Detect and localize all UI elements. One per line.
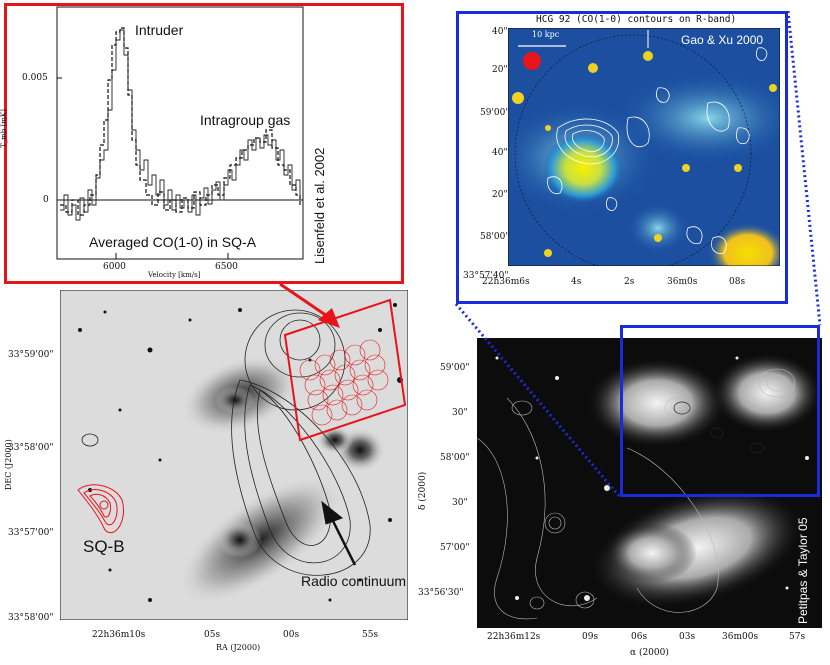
- spectrum-panel: [4, 3, 404, 284]
- optical-dec-tick-1: 33°59'00": [8, 350, 54, 360]
- co-map-credit: Gao & Xu 2000: [681, 33, 764, 47]
- spectrum-dashed-line: [60, 27, 301, 216]
- co-ra-tick-2: 4s: [571, 277, 582, 287]
- xray-ra-tick-2: 09s: [582, 632, 599, 642]
- optical-ra-tick-1: 22h36m10s: [92, 630, 146, 640]
- xray-ra-tick-5: 36m00s: [722, 632, 759, 642]
- spectrum-ytick-top: 0.005: [22, 73, 48, 83]
- spectrum-xtick-6000: 6000: [103, 262, 126, 272]
- label-intruder: Intruder: [135, 22, 184, 38]
- co-region-box: [620, 325, 820, 497]
- xray-dec-tick-4: 30": [452, 498, 468, 508]
- xray-dec-tick-2: 30": [452, 408, 468, 418]
- co-map-scale-bar: 10 kpc: [532, 30, 560, 39]
- xray-dec-label: δ (2000): [418, 471, 428, 510]
- xray-ra-tick-1: 22h36m12s: [487, 632, 541, 642]
- label-sq-b: SQ-B: [83, 537, 125, 556]
- optical-ra-tick-4: 55s: [362, 630, 379, 640]
- xray-dec-tick-6: 33°56'30": [418, 588, 464, 598]
- optical-dec-tick-2: 33°58'00": [8, 443, 54, 453]
- xray-ra-tick-6: 57s: [789, 632, 806, 642]
- co-dec-tick-7: 33°57'40": [463, 271, 509, 281]
- co-dec-tick-6: 58'00": [480, 232, 510, 242]
- xray-dec-tick-5: 57'00": [440, 543, 470, 553]
- xray-ra-tick-3: 06s: [631, 632, 648, 642]
- co-dec-tick-2: 20": [492, 65, 508, 75]
- radio-arrow: [321, 500, 357, 566]
- co-dec-tick-5: 20": [492, 190, 508, 200]
- co-dec-tick-1: 40": [492, 27, 508, 37]
- beam-marker: [523, 52, 541, 70]
- co-ra-tick-3: 2s: [624, 277, 635, 287]
- co-dec-tick-3: 59'00": [480, 108, 510, 118]
- spectrum-plot: [56, 6, 304, 260]
- xray-ra-tick-4: 03s: [679, 632, 696, 642]
- co-ra-tick-5: 08s: [729, 277, 746, 287]
- optical-dec-tick-4: 33°58'00": [8, 613, 54, 623]
- label-intragroup-gas: Intragroup gas: [200, 112, 291, 128]
- optical-dec-tick-3: 33°57'00": [8, 528, 54, 538]
- xray-credit: Petitpas & Taylor 05: [796, 517, 810, 624]
- spectrum-frame: [56, 6, 304, 260]
- spectrum-ytick-zero: 0: [43, 195, 49, 205]
- xray-image: [477, 338, 822, 628]
- co-map-image: [508, 28, 780, 266]
- xray-dec-tick-1: 59'00": [440, 363, 470, 373]
- spectrum-xlabel: Velocity [km/s]: [148, 271, 201, 279]
- optical-image: [60, 290, 408, 620]
- co-ra-tick-4: 36m0s: [667, 277, 698, 287]
- spectrum-xtick-6500: 6500: [215, 262, 238, 272]
- spectrum-caption: Averaged CO(1-0) in SQ-A: [89, 234, 257, 250]
- optical-ra-tick-3: 00s: [283, 630, 300, 640]
- label-radio-continuum: Radio continuum: [301, 573, 407, 589]
- xray-dec-tick-3: 58'00": [440, 453, 470, 463]
- co-ra-tick-1: 22h36m6s: [482, 277, 530, 287]
- optical-ra-label: RA (J2000): [216, 643, 261, 652]
- optical-ra-tick-2: 05s: [204, 630, 221, 640]
- co-map-title: HCG 92 (CO(1-0) contours on R-band): [536, 14, 737, 25]
- xray-ra-label: α (2000): [630, 648, 669, 658]
- co-dec-tick-4: 40": [492, 148, 508, 158]
